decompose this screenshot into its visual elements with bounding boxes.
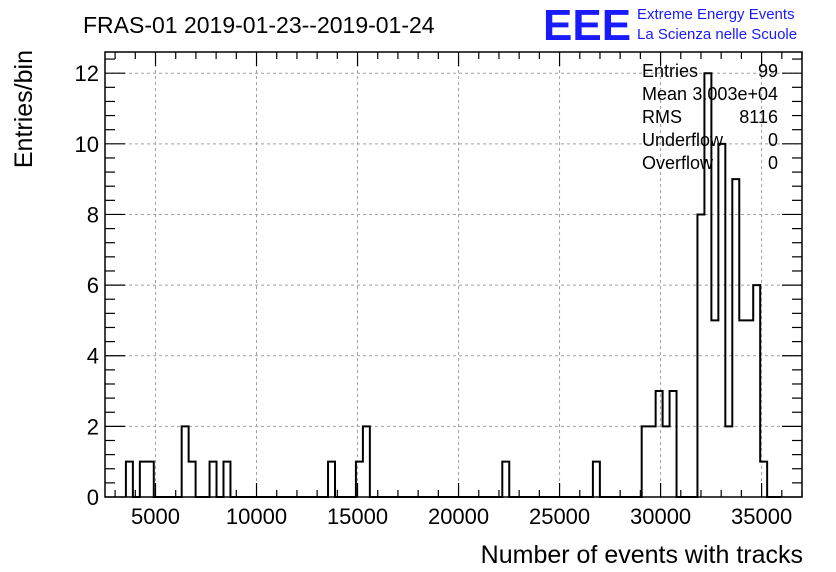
x-tick-labels: 5000 10000 15000 20000 25000 30000 35000	[131, 504, 792, 529]
y-tick-labels: 0 2 4 6 8 10 12	[75, 61, 99, 510]
eee-logo: EEE Extreme Energy Events La Scienza nel…	[543, 1, 797, 50]
grid-lines	[105, 52, 802, 497]
x-axis-label: Number of events with tracks	[481, 541, 803, 569]
stats-value-2: 8116	[739, 107, 778, 127]
y-tick-label-4: 8	[87, 202, 99, 227]
y-tick-label-0: 0	[87, 485, 99, 510]
plot-frame	[104, 51, 803, 498]
y-tick-label-1: 2	[87, 414, 99, 439]
stats-value-4: 0	[768, 153, 778, 173]
x-tick-label-4: 25000	[529, 504, 590, 529]
y-tick-label-5: 10	[75, 132, 99, 157]
y-tick-label-3: 6	[87, 273, 99, 298]
x-tick-label-6: 35000	[731, 504, 792, 529]
stats-value-1: 3.003e+04	[692, 84, 778, 104]
stats-value-0: 99	[758, 61, 778, 81]
stats-label-4: Overflow	[642, 153, 714, 173]
x-tick-label-2: 15000	[327, 504, 388, 529]
logo-line2: La Scienza nelle Scuole	[637, 26, 797, 43]
x-tick-label-0: 5000	[131, 504, 180, 529]
stats-label-1: Mean	[642, 84, 687, 104]
y-axis-label: Entries/bin	[10, 50, 38, 168]
stats-box: Entries 99 Mean 3.003e+04 RMS 8116 Underflow 0 O…	[642, 61, 778, 173]
axis-ticks	[105, 52, 803, 498]
stats-label-2: RMS	[642, 107, 682, 127]
stats-label-0: Entries	[642, 61, 698, 81]
logo-letters: EEE	[543, 1, 631, 50]
logo-line1: Extreme Energy Events	[637, 6, 795, 23]
x-tick-label-3: 20000	[428, 504, 489, 529]
stats-value-3: 0	[768, 130, 778, 150]
stats-label-3: Underflow	[642, 130, 724, 150]
chart-title: FRAS-01 2019-01-23--2019-01-24	[83, 12, 435, 38]
y-tick-label-6: 12	[75, 61, 99, 86]
x-tick-label-5: 30000	[630, 504, 691, 529]
x-tick-label-1: 10000	[226, 504, 287, 529]
y-tick-label-2: 4	[87, 344, 99, 369]
